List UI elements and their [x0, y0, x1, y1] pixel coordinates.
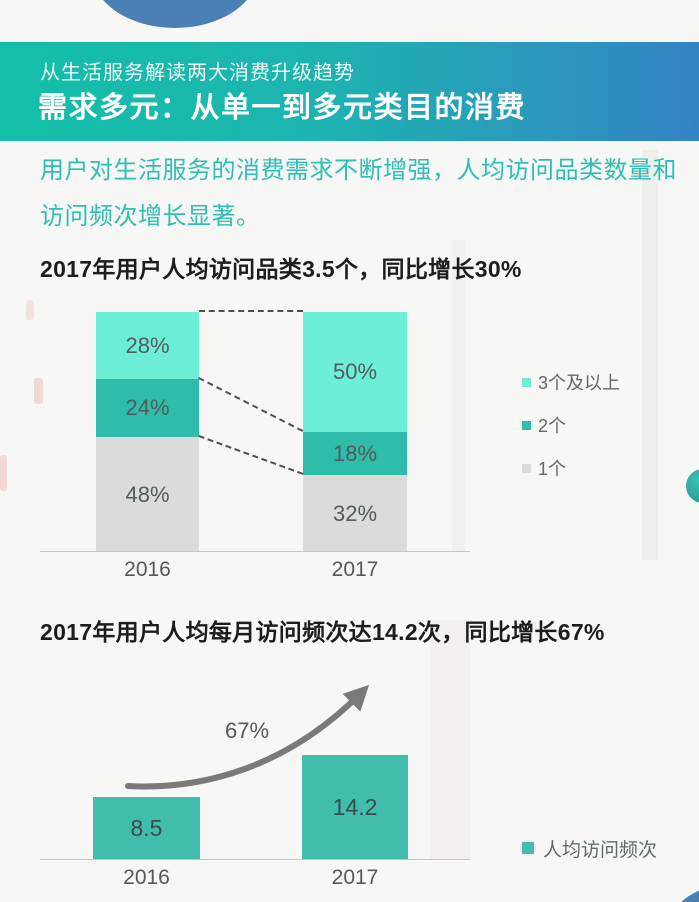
legend-label: 人均访问频次 [543, 839, 658, 861]
kicker-text: 从生活服务解读两大消费升级趋势 [40, 62, 355, 84]
dashed-connector-mid [198, 377, 304, 432]
legend-item: 2个 [522, 415, 620, 436]
segment-value-label: 24% [125, 395, 170, 420]
legend-item: 人均访问频次 [522, 838, 657, 861]
chart2-title: 2017年用户人均每月访问频次达14.2次，同比增长67% [40, 619, 605, 645]
chart2-axis-line [40, 859, 470, 860]
chart1-category-2016: 2016 [124, 558, 171, 581]
legend-swatch [522, 463, 531, 473]
intro-line-1: 用户对生活服务的消费需求不断增强，人均访问品类数量和 [40, 157, 677, 184]
legend-label: 3个及以上 [538, 373, 621, 393]
decorative-circle-bottom-right [662, 886, 699, 902]
segment-value-label: 48% [125, 481, 170, 507]
legend-swatch [522, 420, 531, 430]
background-smudge [0, 455, 7, 491]
chart1-title: 2017年用户人均访问品类3.5个，同比增长30% [40, 256, 522, 282]
segment-value-label: 32% [332, 500, 378, 526]
chart1-legend: 3个及以上 2个 1个 [522, 372, 620, 501]
dashed-connector-top [199, 310, 303, 312]
segment-value-label: 50% [332, 359, 378, 384]
stack-segment: 24% [96, 379, 199, 437]
stack-segment: 28% [96, 312, 199, 379]
stacked-bar-2016: 28% 24% 48% [96, 312, 199, 552]
legend-swatch [522, 377, 531, 387]
header-banner: 从生活服务解读两大消费升级趋势 需求多元：从单一到多元类目的消费 [0, 42, 699, 141]
chart1-category-2017: 2017 [331, 558, 379, 581]
decorative-circle-top [92, 0, 258, 28]
value-bar-2017: 14.2 [302, 755, 408, 860]
stack-segment: 48% [96, 437, 199, 552]
page-title: 需求多元：从单一到多元类目的消费 [38, 92, 527, 124]
legend-item: 1个 [522, 458, 620, 479]
stacked-bar-2017: 50% 18% 32% [303, 312, 407, 552]
legend-label: 2个 [538, 416, 567, 436]
value-bar-2016: 8.5 [93, 797, 200, 860]
segment-value-label: 28% [125, 332, 170, 358]
stack-segment: 18% [303, 432, 407, 475]
stack-segment: 32% [303, 475, 407, 552]
background-stripe [430, 620, 470, 860]
background-stripe [642, 150, 658, 560]
legend-label: 1个 [538, 459, 567, 479]
decorative-circle-right [686, 469, 699, 503]
intro-paragraph: 用户对生活服务的消费需求不断增强，人均访问品类数量和 访问频次增长显著。 [40, 148, 677, 240]
legend-swatch [522, 842, 534, 854]
chart2-category-2017: 2017 [331, 866, 379, 889]
intro-line-2: 访问频次增长显著。 [40, 203, 261, 230]
growth-annotation: 67% [225, 718, 270, 743]
chart2-legend: 人均访问频次 [522, 838, 657, 881]
segment-value-label: 18% [332, 440, 378, 466]
background-smudge [26, 300, 34, 320]
dashed-connector-bottom [198, 435, 304, 475]
chart2-category-2016: 2016 [123, 866, 170, 889]
background-smudge [34, 378, 43, 404]
background-stripe [452, 240, 466, 552]
chart1-axis-line [40, 551, 470, 552]
growth-arrow-icon [125, 684, 370, 790]
legend-item: 3个及以上 [522, 372, 621, 393]
stack-segment: 50% [303, 312, 407, 432]
